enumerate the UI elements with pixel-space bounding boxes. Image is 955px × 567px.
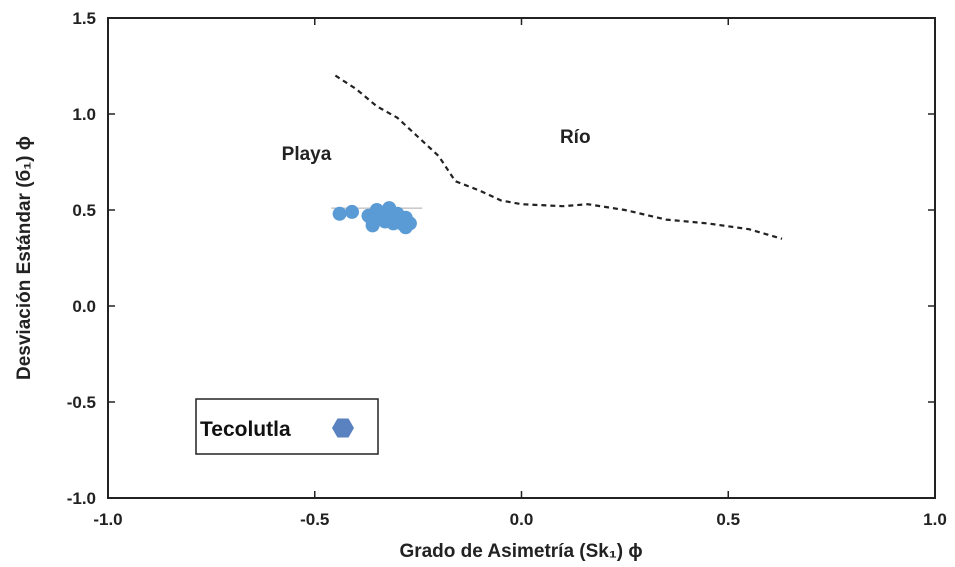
y-axis-title: Desviación Estándar (б₁) ϕ [14, 136, 35, 380]
legend: Tecolutla [195, 398, 379, 455]
y-tick-label: -1.0 [67, 489, 96, 508]
y-tick-label: 1.5 [72, 9, 96, 28]
x-tick-label: 0.5 [716, 510, 740, 529]
annotations: Playa Río [282, 127, 591, 165]
y-tick-label: 1.0 [72, 105, 96, 124]
tick-labels: -1.0 -0.5 0.0 0.5 1.0 1.5 1.0 0.5 0.0 -0.5 -1.0 [67, 9, 947, 529]
legend-label: Tecolutla [200, 418, 291, 441]
ticks [107, 17, 936, 499]
y-tick-label: 0.5 [72, 201, 96, 220]
x-tick-label: -1.0 [93, 510, 122, 529]
x-tick-label: 0.0 [510, 510, 534, 529]
legend-marker-hexagon [332, 418, 354, 438]
x-axis-title: Grado de Asimetría (Sk₁) ϕ [399, 541, 642, 562]
y-tick-label: 0.0 [72, 297, 96, 316]
region-label: Río [560, 127, 591, 148]
y-tick-label: -0.5 [67, 393, 96, 412]
data-points [332, 201, 417, 235]
x-tick-label: 1.0 [923, 510, 947, 529]
data-point [402, 216, 417, 231]
data-point [332, 206, 347, 221]
river-beach-boundary-line [334, 74, 783, 240]
x-tick-label: -0.5 [300, 510, 329, 529]
data-point [345, 204, 359, 219]
region-label: Playa [282, 144, 332, 165]
